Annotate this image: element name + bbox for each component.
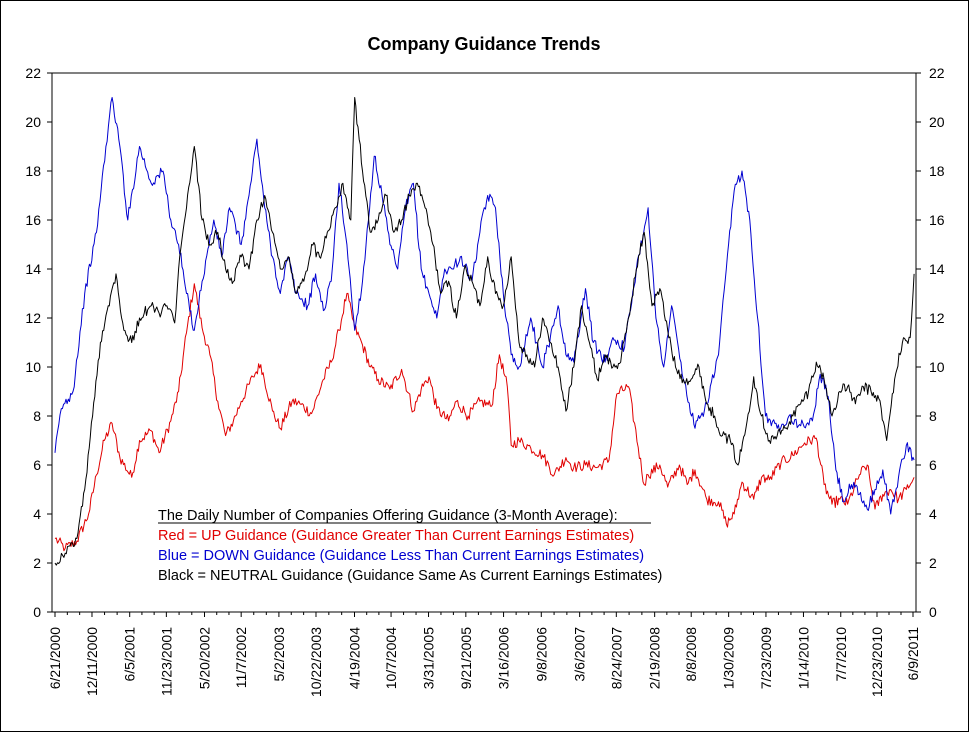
y-tick-label-right: 18 (929, 163, 945, 179)
y-tick-label-left: 20 (25, 114, 41, 130)
right-y-axis: 0 2 4 6 8 10 12 14 16 18 20 22 (916, 65, 945, 620)
y-tick-label-left: 10 (25, 359, 41, 375)
left-y-axis: 0 2 4 6 8 10 12 14 16 18 20 22 (25, 65, 52, 620)
legend: The Daily Number of Companies Offering G… (158, 508, 662, 584)
y-tick-label-left: 4 (33, 506, 41, 522)
x-tick-label: 12/23/2010 (869, 627, 885, 697)
y-tick-label-left: 2 (33, 555, 41, 571)
x-tick-label: 3/6/2007 (572, 627, 588, 682)
legend-item-neutral-guidance: Black = NEUTRAL Guidance (Guidance Same … (158, 568, 662, 584)
x-tick-label: 3/16/2006 (496, 627, 512, 689)
y-tick-label-left: 18 (25, 163, 41, 179)
x-tick-label: 7/7/2010 (833, 627, 849, 682)
x-tick-label: 9/21/2005 (458, 627, 474, 689)
y-tick-label-left: 8 (33, 408, 41, 424)
y-tick-label-left: 16 (25, 212, 41, 228)
x-tick-label: 5/2/2003 (271, 627, 287, 682)
legend-item-down-guidance: Blue = DOWN Guidance (Guidance Less Than… (158, 548, 644, 564)
y-tick-label-right: 0 (929, 604, 937, 620)
y-tick-label-left: 12 (25, 310, 41, 326)
down-guidance-line (54, 97, 915, 515)
y-tick-label-left: 22 (25, 65, 41, 81)
y-tick-label-right: 10 (929, 359, 945, 375)
x-tick-label: 5/20/2002 (197, 627, 213, 689)
x-tick-label: 6/21/2000 (47, 627, 63, 689)
y-tick-label-right: 8 (929, 408, 937, 424)
x-tick-label: 4/19/2004 (347, 627, 363, 689)
chart-title: Company Guidance Trends (367, 34, 600, 54)
y-tick-label-right: 22 (929, 65, 945, 81)
x-tick-label: 6/5/2001 (122, 627, 138, 682)
neutral-guidance-line (54, 97, 915, 566)
y-tick-label-left: 14 (25, 261, 41, 277)
x-tick-label: 10/22/2003 (308, 627, 324, 697)
x-axis: 6/21/2000 12/11/2000 6/5/2001 11/23/2001 5/2… (47, 612, 921, 697)
x-tick-label: 11/7/2002 (233, 627, 249, 688)
x-tick-label: 2/19/2008 (647, 627, 663, 689)
x-tick-label: 6/9/2011 (905, 627, 921, 681)
y-tick-label-right: 20 (929, 114, 945, 130)
x-tick-label: 8/24/2007 (608, 627, 624, 689)
y-tick-label-right: 2 (929, 555, 937, 571)
series-layer (54, 97, 915, 566)
x-tick-label: 11/23/2001 (158, 627, 174, 696)
y-tick-label-right: 14 (929, 261, 945, 277)
x-tick-label: 3/31/2005 (421, 627, 437, 689)
x-tick-label: 9/8/2006 (533, 627, 549, 682)
y-tick-label-right: 4 (929, 506, 937, 522)
y-tick-label-right: 12 (929, 310, 945, 326)
legend-item-up-guidance: Red = UP Guidance (Guidance Greater Than… (158, 528, 634, 544)
x-tick-label: 12/11/2000 (84, 627, 100, 696)
y-tick-label-right: 16 (929, 212, 945, 228)
x-tick-label: 7/23/2009 (758, 627, 774, 689)
y-tick-label-right: 6 (929, 457, 937, 473)
x-tick-label: 8/8/2008 (683, 627, 699, 682)
x-tick-label: 10/7/2004 (383, 627, 399, 689)
y-tick-label-left: 6 (33, 457, 41, 473)
legend-heading: The Daily Number of Companies Offering G… (158, 508, 618, 524)
x-tick-label: 1/14/2010 (795, 627, 811, 689)
x-tick-label: 1/30/2009 (721, 627, 737, 689)
y-tick-label-left: 0 (33, 604, 41, 620)
